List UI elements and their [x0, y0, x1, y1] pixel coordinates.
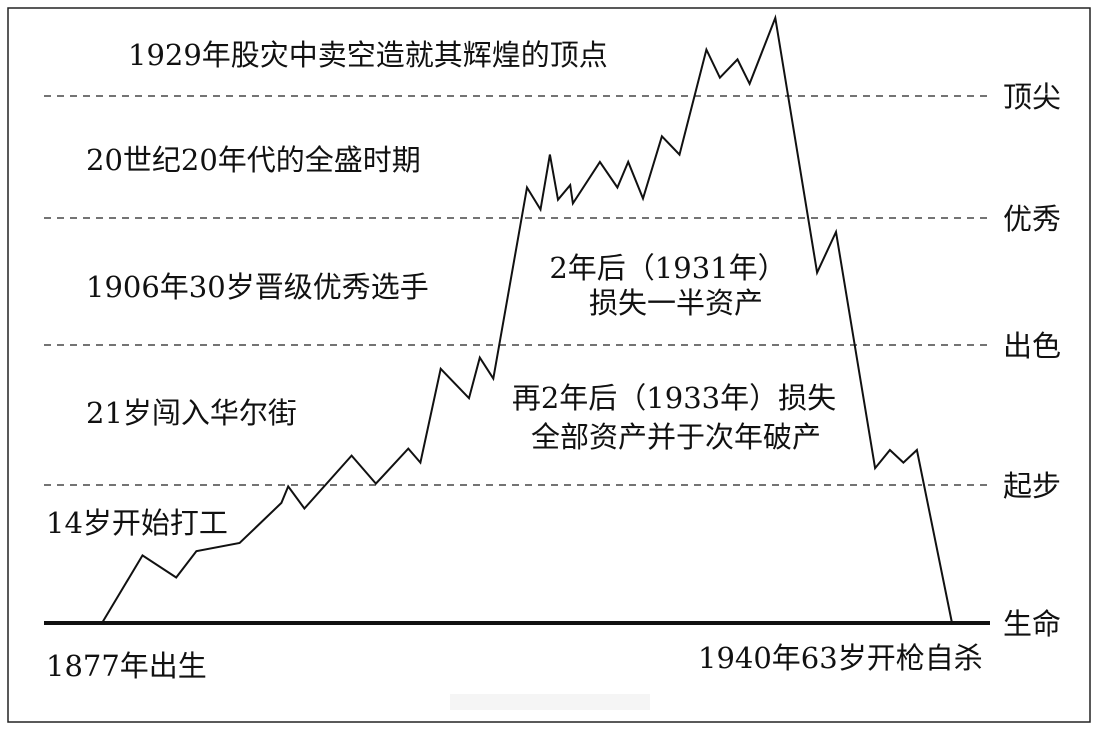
annotation-peak: 1929年股灾中卖空造就其辉煌的顶点 — [128, 38, 608, 72]
annotation-wall-street: 21岁闯入华尔街 — [86, 396, 297, 430]
level-label: 生命 — [1003, 607, 1061, 641]
level-label: 顶尖 — [1003, 80, 1061, 114]
chart-border — [7, 7, 1091, 723]
level-label: 出色 — [1003, 329, 1061, 363]
watermark — [450, 694, 650, 710]
annotation-loss-all-line2: 全部资产并于次年破产 — [531, 420, 821, 454]
annotation-excellent: 1906年30岁晋级优秀选手 — [86, 270, 429, 304]
annotation-work: 14岁开始打工 — [46, 506, 228, 540]
annotation-loss-all-line1: 再2年后（1933年）损失 — [512, 381, 836, 415]
annotation-loss-half-line1: 2年后（1931年） — [549, 251, 786, 285]
annotation-birth: 1877年出生 — [46, 649, 207, 683]
level-label: 优秀 — [1003, 202, 1061, 236]
annotation-loss-half-line2: 损失一半资产 — [589, 286, 763, 320]
life-trajectory-line — [101, 14, 953, 624]
annotation-heyday: 20世纪20年代的全盛时期 — [86, 143, 421, 177]
level-label: 起步 — [1003, 469, 1061, 503]
annotation-death: 1940年63岁开枪自杀 — [698, 641, 983, 675]
